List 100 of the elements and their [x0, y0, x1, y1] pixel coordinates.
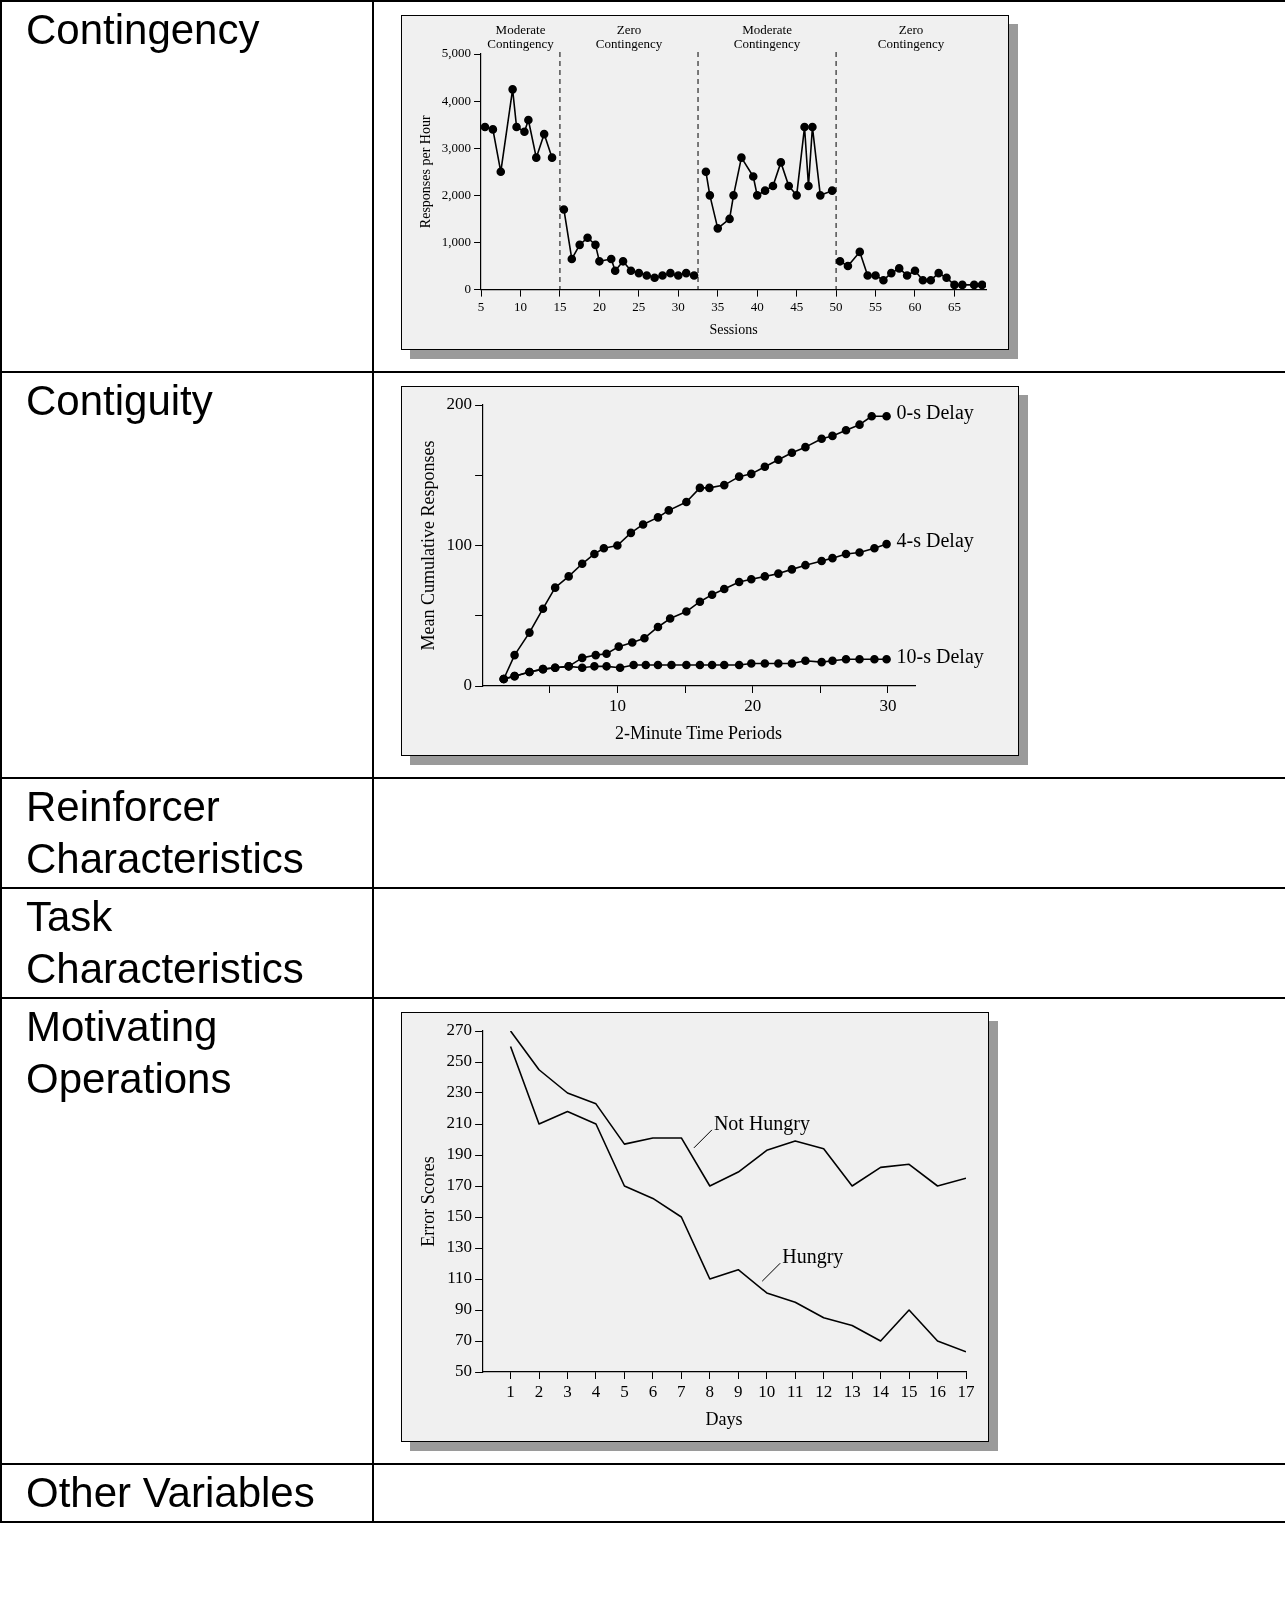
y-tick-label: 270 — [446, 1020, 473, 1040]
x-tick-label: 10 — [514, 298, 527, 314]
point — [665, 614, 675, 623]
point — [653, 660, 663, 670]
point — [760, 659, 770, 668]
point — [737, 153, 746, 162]
point — [713, 224, 723, 233]
text: Moderate Contingency — [487, 22, 555, 51]
x-axis-title: 2-Minute Time Periods — [615, 722, 783, 743]
point — [855, 420, 864, 429]
point — [701, 167, 711, 177]
x-tick-label: 16 — [929, 1381, 947, 1401]
point — [926, 275, 936, 285]
point — [882, 655, 891, 664]
point — [843, 261, 853, 271]
x-tick-label: 9 — [734, 1381, 743, 1401]
point — [674, 271, 683, 280]
point — [816, 191, 825, 200]
point — [539, 129, 549, 139]
y-tick-label: 90 — [455, 1299, 473, 1319]
point — [653, 513, 663, 522]
point — [650, 273, 659, 283]
point — [682, 660, 691, 670]
point — [752, 191, 762, 200]
point — [801, 560, 810, 570]
x-axis-title: Sessions — [709, 322, 758, 338]
point — [887, 268, 896, 278]
point — [719, 584, 729, 594]
annotation: Not Hungry — [713, 1111, 810, 1135]
y-tick-label: 200 — [446, 394, 473, 414]
point — [841, 425, 851, 435]
point — [950, 280, 959, 290]
y-tick-label: 70 — [455, 1330, 473, 1350]
x-tick-label: 60 — [908, 298, 922, 314]
point — [841, 549, 851, 559]
series-label: 10-s Delay — [896, 644, 984, 668]
point — [642, 271, 652, 280]
point — [488, 125, 498, 134]
point — [512, 122, 521, 132]
x-tick-label: 65 — [947, 298, 961, 314]
y-tick-label: 250 — [446, 1051, 473, 1071]
point — [760, 572, 770, 581]
point — [599, 544, 609, 553]
point — [629, 660, 638, 670]
point — [902, 271, 912, 280]
point — [689, 271, 699, 280]
point — [640, 633, 649, 643]
y-tick-label: 50 — [455, 1361, 473, 1381]
point — [747, 469, 756, 479]
point — [918, 275, 928, 285]
x-tick-label: 17 — [957, 1381, 975, 1401]
point — [760, 462, 770, 472]
point — [870, 655, 879, 664]
point — [870, 544, 879, 553]
point — [977, 280, 986, 290]
point — [747, 574, 756, 584]
point — [835, 257, 845, 266]
text: Other Variables — [1, 1464, 373, 1522]
point — [748, 172, 758, 181]
y-tick-label: 130 — [446, 1237, 473, 1257]
point — [681, 268, 691, 278]
point — [658, 271, 667, 280]
x-tick-label: 10 — [608, 695, 626, 715]
x-tick-label: 15 — [553, 298, 567, 314]
point — [867, 411, 877, 421]
point — [942, 273, 951, 283]
point — [719, 480, 729, 490]
x-tick-label: 6 — [648, 1381, 658, 1401]
y-tick-label: 110 — [447, 1268, 473, 1288]
text: Task Characteristics — [1, 888, 373, 998]
text: Zero Contingency — [877, 22, 945, 51]
point — [729, 191, 738, 200]
point — [855, 548, 864, 557]
x-tick-label: 8 — [705, 1381, 715, 1401]
series-label: 0-s Delay — [896, 401, 974, 425]
x-tick-label: 20 — [592, 298, 606, 314]
x-tick-label: 15 — [900, 1381, 918, 1401]
text: Zero Contingency — [595, 22, 663, 51]
point — [817, 657, 826, 667]
point — [863, 271, 872, 280]
point — [590, 662, 599, 671]
point — [969, 280, 979, 290]
x-tick-label: 13 — [843, 1381, 861, 1401]
point — [626, 266, 636, 276]
point — [590, 549, 599, 559]
x-tick-label: 4 — [591, 1381, 601, 1401]
y-tick-label: 170 — [446, 1175, 473, 1195]
point — [768, 181, 778, 191]
point — [879, 275, 888, 285]
point — [531, 153, 541, 162]
y-tick-label: 230 — [446, 1082, 473, 1102]
point — [882, 539, 891, 549]
point — [591, 240, 600, 250]
point — [641, 660, 651, 670]
point — [817, 556, 826, 566]
x-tick-label: 45 — [790, 298, 804, 314]
point — [602, 649, 611, 658]
x-tick-label: 20 — [744, 695, 762, 715]
point — [615, 663, 625, 673]
point — [695, 660, 705, 670]
